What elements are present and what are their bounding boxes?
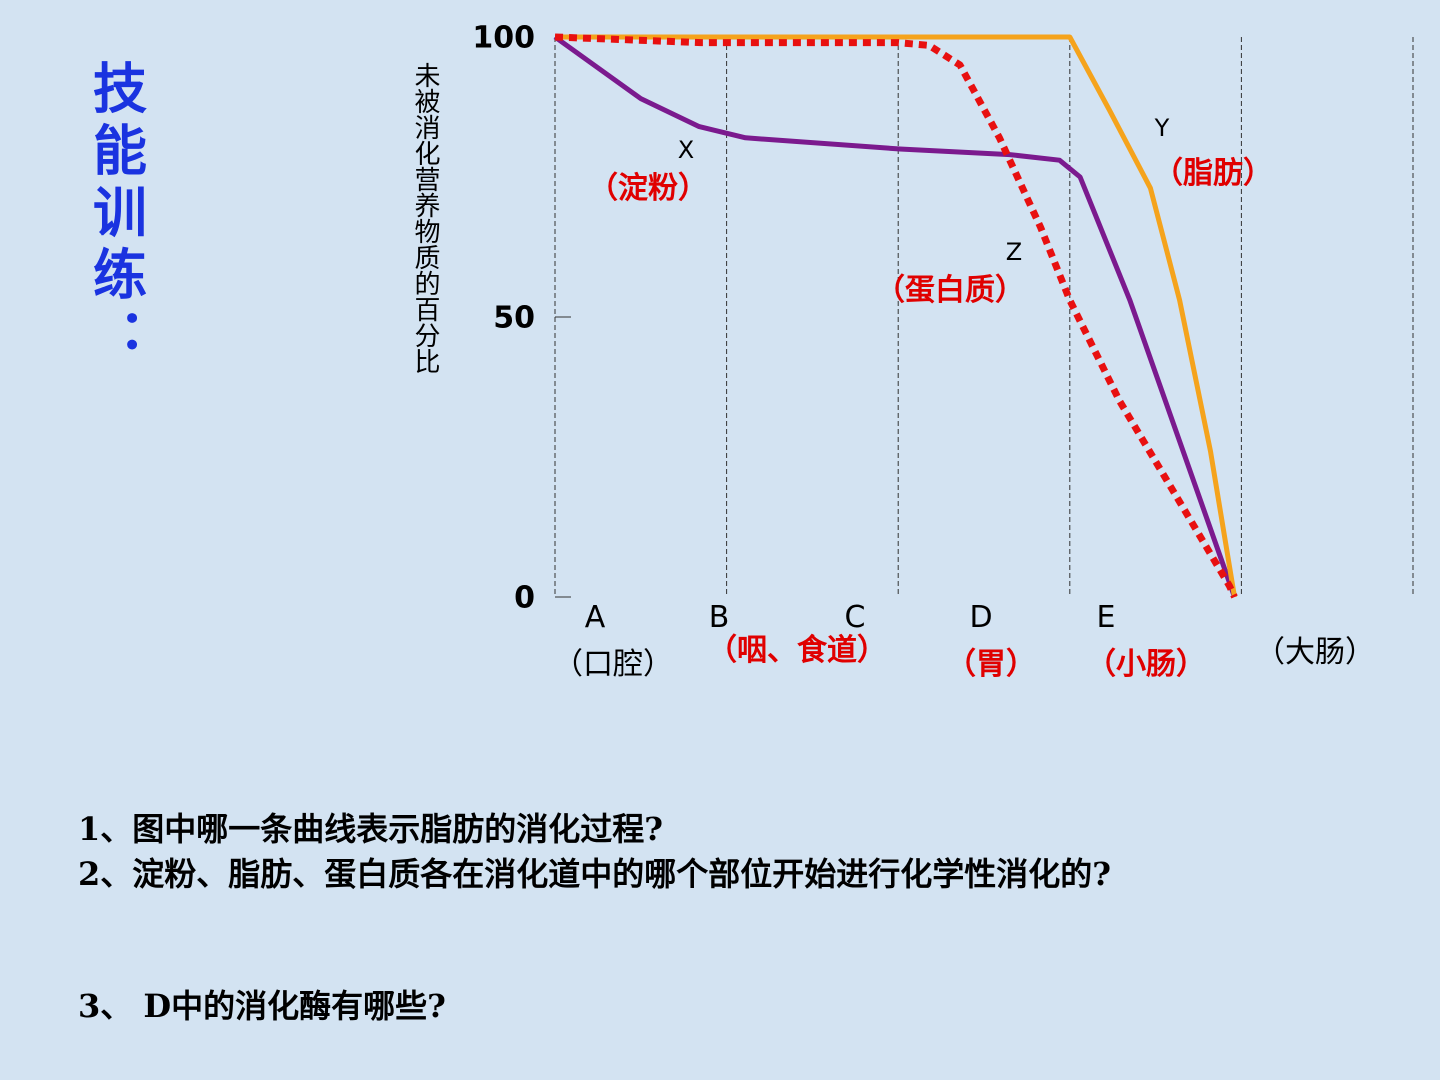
organ-label: （咽、食道） <box>707 633 887 668</box>
series-name: X <box>678 136 694 164</box>
y-tick-label: 50 <box>493 301 535 336</box>
series-name: Z <box>1006 238 1022 266</box>
region-label: A <box>585 600 606 635</box>
series-line <box>554 33 1238 599</box>
series-label: （淀粉） <box>588 171 708 206</box>
y-tick-label: 0 <box>514 581 535 616</box>
y-tick-label: 100 <box>472 21 535 56</box>
organ-label: （大肠） <box>1255 635 1375 670</box>
region-label: C <box>845 600 866 635</box>
series-line <box>553 34 1237 598</box>
series-label: （脂肪） <box>1153 156 1273 191</box>
region-label: B <box>709 600 730 635</box>
question: 2、淀粉、脂肪、蛋白质各在消化道中的哪个部位开始进行化学性消化的? <box>78 855 1111 893</box>
question: 1、图中哪一条曲线表示脂肪的消化过程? <box>78 810 663 848</box>
question: 3、 D中的消化酶有哪些? <box>78 987 446 1025</box>
y-axis-label: 未被消化营养物质的百分比 <box>410 62 440 374</box>
heading: 技能训练： <box>84 60 147 370</box>
organ-label: （小肠） <box>1086 647 1206 682</box>
series-line <box>555 34 1238 598</box>
region-label: D <box>969 600 992 635</box>
series-name: Y <box>1154 114 1170 142</box>
organ-label: （胃） <box>946 647 1036 682</box>
organ-label: （口腔） <box>553 647 673 682</box>
region-label: E <box>1097 600 1116 635</box>
series-label: （蛋白质） <box>875 273 1025 308</box>
